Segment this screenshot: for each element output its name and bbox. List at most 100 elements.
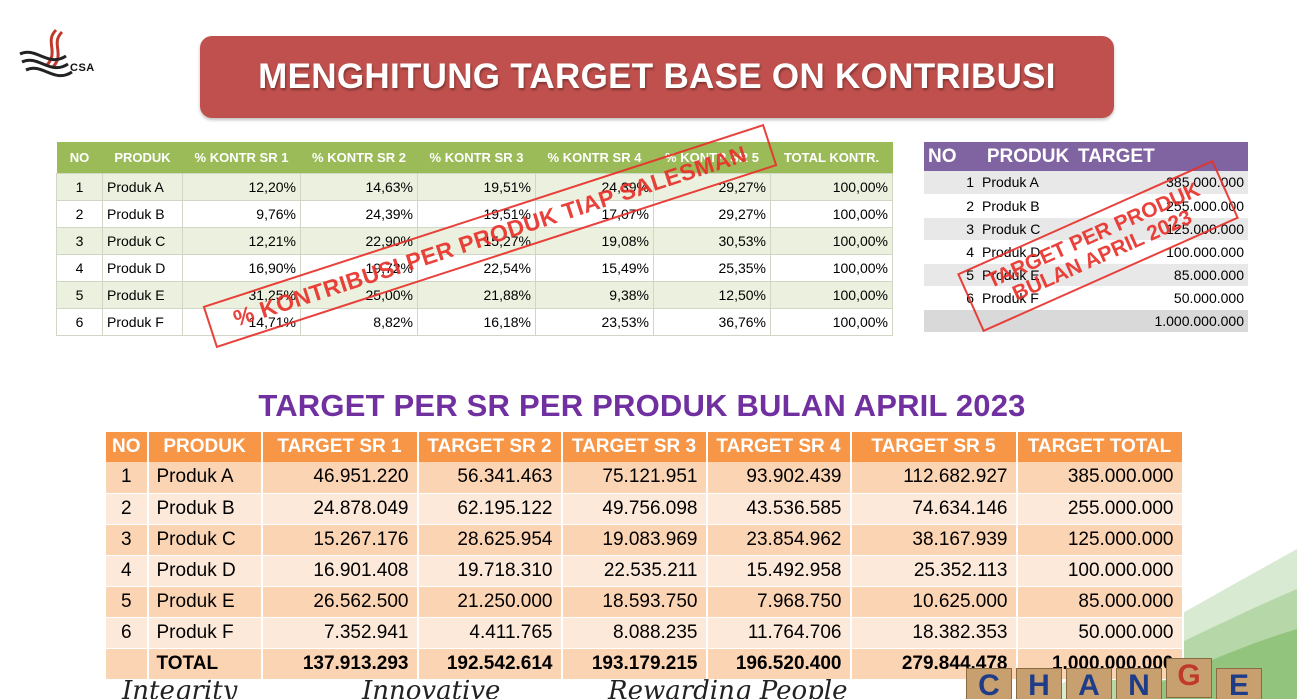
- target-header-row: NO PRODUK TARGET: [924, 142, 1248, 171]
- cell: 10.625.000: [850, 586, 1018, 618]
- cell: 24,39%: [300, 199, 418, 228]
- cell: 23,53%: [535, 307, 654, 336]
- page-title: MENGHITUNG TARGET BASE ON KONTRIBUSI: [258, 57, 1056, 96]
- cell: 25.352.113: [850, 555, 1018, 587]
- cell: 24.878.049: [261, 493, 419, 525]
- table-row: 6 Produk F 50.000.000: [924, 286, 1248, 310]
- kontribusi-header-row: NO PRODUK % KONTR SR 1 % KONTR SR 2 % KO…: [56, 142, 893, 173]
- cell: 11.764.706: [706, 617, 852, 649]
- target-produk-table: NO PRODUK TARGET 1 Produk A 385.000.000 …: [924, 142, 1248, 333]
- footer-value-innovative: Innovative: [362, 676, 501, 699]
- cell: 255.000.000: [1016, 493, 1184, 525]
- cell: Produk E: [147, 586, 263, 618]
- per-sr-header-row: NO PRODUK TARGET SR 1 TARGET SR 2 TARGET…: [106, 432, 1184, 462]
- cell: 93.902.439: [706, 462, 852, 494]
- cell: 30,53%: [653, 226, 771, 255]
- cell: Produk F: [147, 617, 263, 649]
- cell: 49.756.098: [561, 493, 708, 525]
- cell: 19,51%: [417, 172, 536, 201]
- cell: 26.562.500: [261, 586, 419, 618]
- cell: 25,00%: [300, 280, 418, 309]
- cell: 50.000.000: [1016, 617, 1184, 649]
- cell: 196.520.400: [706, 648, 852, 680]
- letter-block: A: [1066, 668, 1112, 699]
- header-cell: TARGET SR 3: [561, 432, 708, 462]
- cell: 14,63%: [300, 172, 418, 201]
- header-cell: % KONTR SR 2: [300, 142, 418, 173]
- cell: 36,76%: [653, 307, 771, 336]
- cell: Produk B: [147, 493, 263, 525]
- kontribusi-table: NO PRODUK % KONTR SR 1 % KONTR SR 2 % KO…: [56, 142, 893, 336]
- cell: 29,27%: [653, 199, 771, 228]
- header-cell: TARGET: [1074, 142, 1248, 171]
- section-title: TARGET PER SR PER PRODUK BULAN APRIL 202…: [258, 388, 1026, 423]
- cell: 100.000.000: [1016, 555, 1184, 587]
- cell: 19,08%: [535, 226, 654, 255]
- cell: 8.088.235: [561, 617, 708, 649]
- cell: 15.267.176: [261, 524, 419, 556]
- cell: Produk D: [102, 253, 183, 282]
- cell: 3: [924, 217, 978, 241]
- letter-block: H: [1016, 668, 1062, 699]
- cell: 12,20%: [182, 172, 301, 201]
- cell: 4: [106, 555, 149, 587]
- footer-value-rewarding: Rewarding People: [608, 676, 848, 699]
- cell: 1: [56, 172, 103, 201]
- cell: 56.341.463: [417, 462, 563, 494]
- table-row: 2 Produk B 24.878.049 62.195.122 49.756.…: [106, 493, 1184, 525]
- total-cell: 1.000.000.000: [1074, 309, 1248, 333]
- cell: Produk E: [978, 263, 1074, 287]
- cell: 1: [924, 171, 978, 195]
- table-row: 3 Produk C 125.000.000: [924, 217, 1248, 241]
- header-cell: % KONTR SR 5: [653, 142, 771, 173]
- cell: 9,38%: [535, 280, 654, 309]
- table-row: 2 Produk B 255.000.000: [924, 194, 1248, 218]
- cell: TOTAL: [147, 648, 263, 680]
- table-row: 5 Produk E 31,25% 25,00% 21,88% 9,38% 12…: [56, 280, 893, 309]
- header-cell: NO: [924, 142, 978, 171]
- cell: 22.535.211: [561, 555, 708, 587]
- cell: 8,82%: [300, 307, 418, 336]
- table-row: 1 Produk A 12,20% 14,63% 19,51% 24,39% 2…: [56, 172, 893, 201]
- table-row: 6 Produk F 7.352.941 4.411.765 8.088.235…: [106, 617, 1184, 649]
- csa-logo-icon: [19, 28, 73, 78]
- cell: 75.121.951: [561, 462, 708, 494]
- cell: Produk F: [102, 307, 183, 336]
- letter-block: N: [1116, 668, 1162, 699]
- cell: 7.352.941: [261, 617, 419, 649]
- cell: 22,90%: [300, 226, 418, 255]
- cell: 385.000.000: [1016, 462, 1184, 494]
- cell: 16,18%: [417, 307, 536, 336]
- cell: 21,88%: [417, 280, 536, 309]
- header-cell: TARGET SR 2: [417, 432, 563, 462]
- cell: [106, 648, 149, 680]
- header-cell: TARGET TOTAL: [1016, 432, 1184, 462]
- cell: 2: [924, 194, 978, 218]
- cell: Produk A: [147, 462, 263, 494]
- cell: 12,21%: [182, 226, 301, 255]
- cell: 62.195.122: [417, 493, 563, 525]
- title-banner: MENGHITUNG TARGET BASE ON KONTRIBUSI: [200, 36, 1114, 118]
- cell: 2: [106, 493, 149, 525]
- per-sr-table: NO PRODUK TARGET SR 1 TARGET SR 2 TARGET…: [106, 432, 1184, 680]
- cell: 19,51%: [417, 199, 536, 228]
- cell: 85.000.000: [1074, 263, 1248, 287]
- header-cell: NO: [56, 142, 103, 173]
- table-row: 4 Produk D 16,90% 19,72% 22,54% 15,49% 2…: [56, 253, 893, 282]
- cell: 100,00%: [770, 172, 893, 201]
- cell: 50.000.000: [1074, 286, 1248, 310]
- cell: 3: [106, 524, 149, 556]
- table-row: 1 Produk A 385.000.000: [924, 171, 1248, 195]
- cell: 15,27%: [417, 226, 536, 255]
- cell: 255.000.000: [1074, 194, 1248, 218]
- cell: 12,50%: [653, 280, 771, 309]
- cell: Produk C: [978, 217, 1074, 241]
- cell: 100,00%: [770, 253, 893, 282]
- table-row: 3 Produk C 15.267.176 28.625.954 19.083.…: [106, 524, 1184, 556]
- header-cell: TARGET SR 5: [850, 432, 1018, 462]
- cell: 43.536.585: [706, 493, 852, 525]
- cell: 19.083.969: [561, 524, 708, 556]
- cell: 18.593.750: [561, 586, 708, 618]
- header-cell: TARGET SR 4: [706, 432, 852, 462]
- cell: 5: [924, 263, 978, 287]
